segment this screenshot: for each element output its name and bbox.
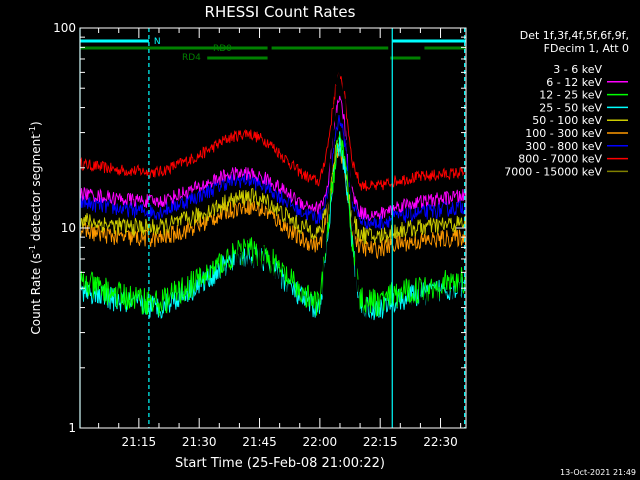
y-tick-label: 1 — [68, 421, 76, 435]
series-line-100-300-kev — [80, 147, 466, 260]
legend-entry-label: 50 - 100 keV — [532, 114, 602, 127]
x-tick-label: 22:30 — [423, 435, 458, 449]
legend-entry-label: 3 - 6 keV — [553, 63, 602, 76]
legend-entry-label: 25 - 50 keV — [539, 101, 602, 114]
chart-title: RHESSI Count Rates — [205, 3, 356, 21]
legend-header-line: FDecim 1, Att 0 — [544, 42, 629, 55]
x-axis-label: Start Time (25-Feb-08 21:00:22) — [175, 456, 385, 471]
legend-entry-label: 12 - 25 keV — [539, 89, 602, 102]
series-line-3-6-kev — [80, 60, 466, 381]
legend-entry-label: 800 - 7000 keV — [518, 153, 602, 166]
x-tick-label: 21:45 — [242, 435, 277, 449]
flag-label-n: N — [154, 37, 161, 47]
legend-entry-label: 7000 - 15000 keV — [504, 165, 602, 178]
series-line-6-12-kev — [80, 95, 466, 221]
x-tick-label: 22:15 — [363, 435, 398, 449]
series-line-12-25-kev — [80, 134, 466, 317]
legend-entry-label: 300 - 800 keV — [525, 140, 602, 153]
legend-entry-label: 100 - 300 keV — [525, 127, 602, 140]
series-line-800-7000-kev — [80, 72, 466, 192]
y-tick-label: 100 — [53, 21, 76, 35]
x-tick-label: 22:00 — [303, 435, 338, 449]
flag-label-rd4: RD4 — [182, 53, 201, 63]
legend-header-line: Det 1f,3f,4f,5f,6f,9f, — [520, 29, 629, 42]
flag-label-rd0: RD0 — [213, 44, 232, 54]
legend-entry-label: 6 - 12 keV — [546, 76, 602, 89]
series-line-300-800-kev — [80, 115, 466, 230]
flag-bars-layer: N RD0 RD4 — [80, 37, 466, 63]
series-layer — [80, 60, 466, 381]
x-tick-label: 21:30 — [182, 435, 217, 449]
x-tick-label: 21:15 — [122, 435, 157, 449]
y-tick-label: 10 — [61, 221, 76, 235]
axes-frame: 1 10 100 21:15 21:30 21:45 22:00 22:15 22:30 — [53, 21, 467, 449]
y-axis-label: Count Rate (s-1 detector segment-1) — [28, 121, 43, 334]
legend: Det 1f,3f,4f,5f,6f,9f,FDecim 1, Att 0 3 -… — [504, 29, 629, 178]
series-line-50-100-kev — [80, 139, 466, 245]
timestamp-label: 13-Oct-2021 21:49 — [560, 468, 636, 477]
